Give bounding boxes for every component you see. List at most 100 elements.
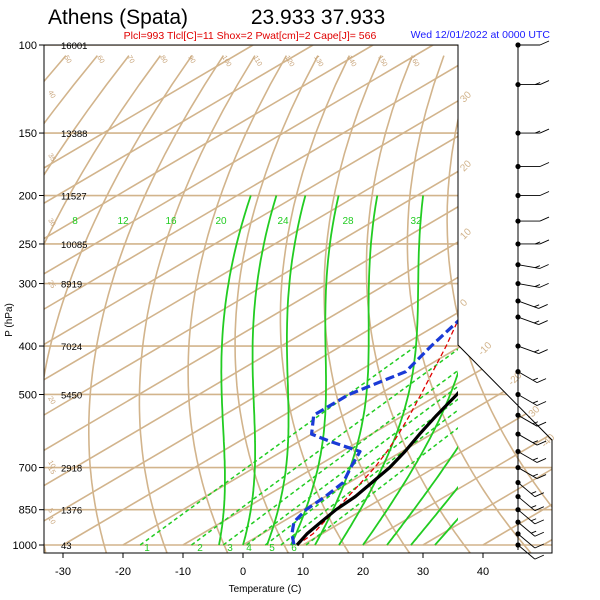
isotherm (422, 45, 552, 546)
wind-barb-feather (539, 40, 550, 46)
moist-adiabat-label: 35 (46, 153, 56, 163)
height-label: 8919 (61, 280, 82, 291)
x-tick-label: 10 (297, 566, 309, 578)
moist-adiabat-label: 5 (46, 508, 54, 515)
mixing-ratio-label: 32 (410, 216, 422, 227)
wind-barb-feather (530, 505, 537, 508)
moist-adiabat-label: 40 (46, 90, 56, 100)
wind-barb-feather (534, 492, 545, 498)
x-tick-label: 40 (477, 566, 489, 578)
dry-adiabat-label: -30 (524, 404, 542, 422)
isotherm (302, 45, 552, 546)
wind-barb-feather (536, 421, 547, 427)
height-label: 5450 (61, 390, 82, 401)
y-tick-label: 700 (19, 463, 37, 475)
wind-barb-feather (534, 241, 541, 245)
wind-barb-feather (532, 440, 539, 444)
wind-barb-feather (532, 421, 539, 425)
x-tick-label: -20 (115, 566, 131, 578)
wind-barb-feather (534, 265, 541, 269)
dry-adiabat-label: -40 (539, 432, 557, 450)
moist-adiabat (338, 195, 424, 546)
y-tick-label: 500 (19, 389, 37, 401)
wind-barb-feather (533, 349, 540, 353)
mixing-ratio-label: 28 (342, 216, 354, 227)
mixing-ratio-line (305, 427, 458, 546)
wind-barb-feather (534, 531, 545, 537)
isotherm (182, 45, 552, 546)
moist-adiabat-label: 100 (220, 55, 232, 69)
dry-adiabat-label: 0 (458, 297, 470, 309)
dry-adiabat (365, 55, 473, 553)
grid-labels: 8 12 16 20 24 28 321 2 3 4 5 63020100-10-20-30-4050… (46, 55, 557, 555)
dry-adiabat (522, 55, 552, 553)
moist-adiabat-label: 30 (46, 218, 56, 228)
wind-barb (517, 371, 538, 383)
mixing-ratio-line (264, 398, 458, 546)
height-label: 16001 (61, 41, 87, 52)
moist-adiabat (314, 195, 379, 546)
wind-barb-feather (539, 191, 550, 196)
dry-adiabat (406, 55, 534, 553)
wind-barb-feather (534, 543, 545, 549)
wind-barb-feather (534, 284, 541, 287)
dry-adiabat (559, 56, 600, 556)
height-label: 10085 (61, 240, 87, 251)
x-tick-label: -10 (175, 566, 191, 578)
dry-adiabat-label: 20 (458, 158, 474, 174)
wind-barb (517, 533, 536, 549)
wind-barb (517, 283, 540, 288)
wind-barb (517, 482, 536, 498)
wind-barb (517, 394, 538, 406)
moist-adiabat (218, 195, 252, 546)
wind-barb-feather (536, 458, 547, 463)
wind-barb-feather (534, 130, 541, 134)
y-axis-label: P (hPa) (4, 303, 15, 337)
wind-barb-feather (534, 82, 541, 86)
chart-datetime: Wed 12/01/2022 at 0000 UTC (411, 29, 551, 41)
wind-barb (517, 451, 538, 463)
dry-adiabat-label: -10 (476, 340, 494, 358)
x-tick-label: 0 (240, 566, 246, 578)
moist-adiabat-label: 60 (95, 55, 105, 65)
wind-barb (517, 544, 536, 560)
dewpoint-profile (290, 318, 458, 546)
mixing-ratio-label: 16 (165, 216, 177, 227)
moist-adiabat-label: 25 (46, 280, 56, 290)
mixing-ratio-label: 12 (117, 216, 129, 227)
isotherm (44, 45, 254, 546)
moist-adiabat (386, 445, 458, 546)
mixing-ratio-lower-label: 1 (144, 543, 150, 554)
moist-adiabat-label: 110 (251, 55, 263, 68)
wind-barb-feather (533, 320, 540, 324)
moist-adiabat-label: 70 (125, 55, 135, 65)
y-tick-label: 100 (19, 40, 37, 52)
moist-adiabat-label: 15 (46, 466, 56, 476)
x-tick-label: -30 (55, 566, 71, 578)
dry-adiabat (187, 55, 288, 553)
mixing-ratio-line (280, 409, 458, 546)
wind-barb (517, 496, 536, 512)
y-tick-label: 150 (19, 128, 37, 140)
wind-barb (517, 300, 539, 309)
wind-barb-feather (532, 473, 539, 477)
mixing-ratio-lower-label: 6 (291, 543, 297, 554)
wind-barb-feather (539, 239, 550, 245)
y-tick-label: 400 (19, 341, 37, 353)
wind-barb-feather (538, 320, 548, 325)
wind-barb-feather (539, 216, 550, 222)
isotherm (242, 45, 552, 546)
chart-title-station: Athens (Spata) (48, 6, 188, 29)
mixing-ratio-lower-label: 4 (246, 543, 252, 554)
wind-barb (517, 345, 539, 354)
moist-adiabat (362, 370, 458, 546)
mixing-ratio-lower-label: 5 (269, 543, 275, 554)
wind-barb-feather (539, 282, 549, 288)
mixing-ratio-lower-label: 2 (197, 543, 203, 554)
wind-barb-feather (539, 162, 550, 167)
wind-barb-feather (539, 264, 549, 269)
background-grid (44, 45, 600, 556)
wind-barb-feather (532, 457, 539, 461)
height-label: 7024 (61, 342, 82, 353)
y-tick-label: 250 (19, 239, 37, 251)
